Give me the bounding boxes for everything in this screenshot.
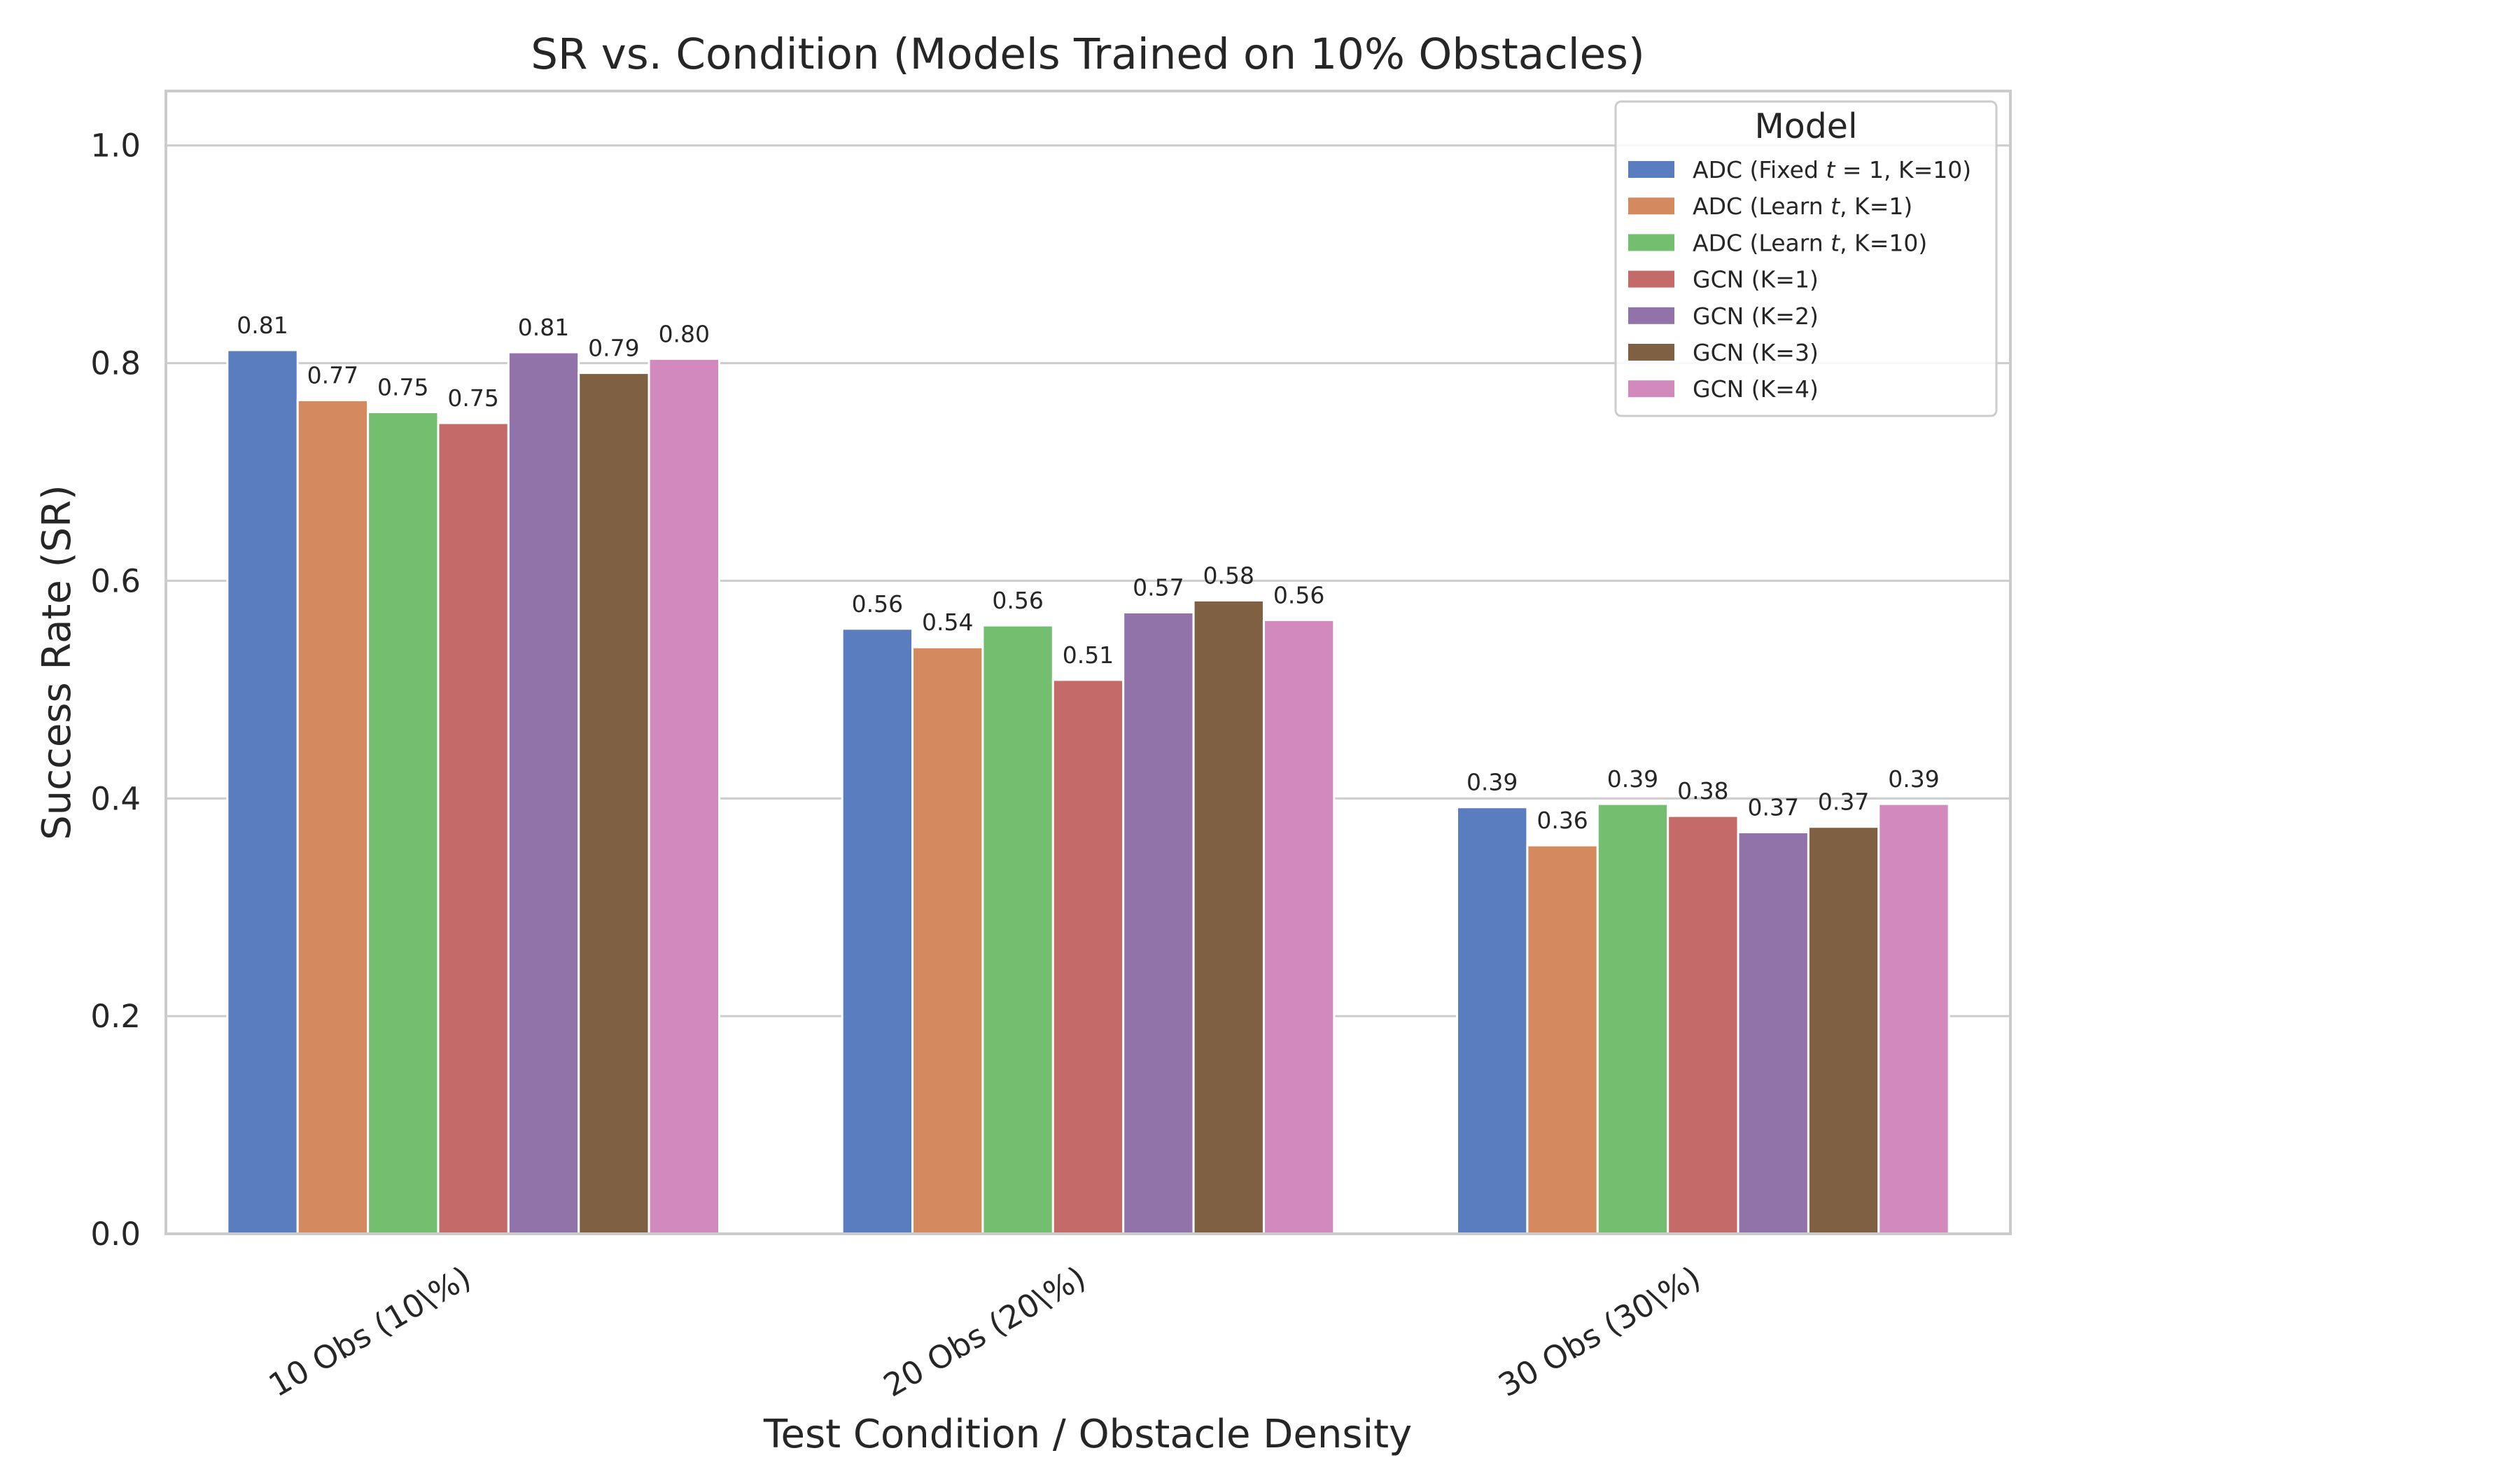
legend-label: GCN (K=1) bbox=[1693, 266, 1819, 293]
bar bbox=[226, 349, 299, 1235]
bar bbox=[1737, 830, 1809, 1235]
legend-label: GCN (K=2) bbox=[1693, 303, 1819, 330]
x-tick-label: 10 Obs (10\%) bbox=[262, 1259, 477, 1405]
bar-value-label: 0.38 bbox=[1677, 777, 1728, 805]
bar-value-label: 0.79 bbox=[588, 335, 639, 362]
legend-label-math: t bbox=[1826, 156, 1835, 183]
legend-label-part: , K=10) bbox=[1840, 229, 1927, 256]
bar-value-label: 0.39 bbox=[1466, 769, 1518, 796]
legend-label-part: GCN (K=2) bbox=[1693, 303, 1819, 330]
bar bbox=[1877, 802, 1950, 1235]
x-axis-label: Test Condition / Obstacle Density bbox=[763, 1412, 1412, 1457]
bar bbox=[1807, 826, 1880, 1235]
bar-value-label: 0.39 bbox=[1888, 765, 1939, 793]
legend-label-part: GCN (K=3) bbox=[1693, 339, 1819, 366]
bar-value-label: 0.81 bbox=[518, 314, 569, 341]
legend-label: GCN (K=4) bbox=[1693, 375, 1819, 403]
bar-value-label: 0.57 bbox=[1133, 574, 1184, 602]
bar bbox=[911, 646, 984, 1235]
legend-title: Model bbox=[1754, 106, 1857, 146]
legend-label-part: GCN (K=1) bbox=[1693, 266, 1819, 293]
bar bbox=[1122, 611, 1195, 1235]
legend-swatch bbox=[1628, 161, 1674, 178]
bar bbox=[437, 422, 510, 1235]
bar-value-label: 0.56 bbox=[1273, 581, 1324, 609]
legend-swatch bbox=[1628, 380, 1674, 398]
bar-value-label: 0.37 bbox=[1747, 793, 1798, 821]
y-tick-label: 0.6 bbox=[90, 562, 141, 599]
bar bbox=[648, 357, 720, 1235]
bar bbox=[1526, 844, 1599, 1235]
bar-value-label: 0.81 bbox=[237, 312, 288, 339]
bar bbox=[578, 372, 650, 1235]
legend-label: ADC (Fixed t = 1, K=10) bbox=[1693, 156, 1971, 183]
bar-value-label: 0.39 bbox=[1607, 765, 1658, 793]
bar-value-label: 0.51 bbox=[1063, 641, 1114, 669]
legend-label: ADC (Learn t, K=1) bbox=[1693, 193, 1912, 220]
bar-value-label: 0.77 bbox=[307, 361, 358, 389]
legend-box bbox=[1614, 100, 1998, 417]
bar bbox=[1456, 806, 1529, 1235]
legend-swatch bbox=[1628, 344, 1674, 361]
legend-swatch bbox=[1628, 197, 1674, 215]
x-tick-label: 20 Obs (20\%) bbox=[877, 1259, 1092, 1405]
bar-value-label: 0.80 bbox=[659, 320, 710, 347]
bar-value-label: 0.56 bbox=[992, 587, 1043, 614]
x-axis-ticks: 10 Obs (10\%) 20 Obs (20\%) 30 Obs (30\%) bbox=[262, 1259, 1707, 1405]
bar-value-label: 0.54 bbox=[922, 609, 973, 636]
bar bbox=[841, 627, 914, 1235]
y-tick-label: 0.4 bbox=[90, 780, 141, 817]
bar bbox=[1596, 802, 1670, 1235]
legend-swatch bbox=[1628, 307, 1674, 324]
legend-label: ADC (Learn t, K=10) bbox=[1693, 229, 1927, 256]
bar bbox=[1051, 679, 1125, 1235]
bar bbox=[507, 351, 580, 1235]
legend-label-math: t bbox=[1830, 193, 1840, 220]
legend-label-part: ADC (Learn bbox=[1693, 193, 1830, 220]
y-tick-label: 0.2 bbox=[90, 998, 141, 1035]
legend-label-part: , K=1) bbox=[1840, 193, 1912, 220]
bar-value-label: 0.37 bbox=[1818, 788, 1869, 816]
bars bbox=[226, 349, 1950, 1235]
y-tick-label: 1.0 bbox=[90, 127, 141, 165]
legend: Model ADC (Fixed t = 1, K=10) ADC (Learn … bbox=[1614, 100, 1998, 417]
legend-swatch bbox=[1628, 270, 1674, 288]
y-tick-label: 0.0 bbox=[90, 1216, 141, 1253]
bar bbox=[367, 411, 440, 1235]
legend-label-part: ADC (Fixed bbox=[1693, 156, 1826, 183]
bar bbox=[1262, 618, 1336, 1235]
legend-label-part: ADC (Learn bbox=[1693, 229, 1830, 256]
legend-label-part: GCN (K=4) bbox=[1693, 375, 1819, 403]
plot-frame bbox=[164, 90, 2012, 1235]
y-axis-ticks: 0.0 0.2 0.4 0.6 0.8 1.0 bbox=[90, 127, 141, 1253]
x-tick-label: 30 Obs (30\%) bbox=[1492, 1259, 1707, 1405]
bar bbox=[296, 398, 370, 1235]
legend-items: ADC (Fixed t = 1, K=10)ADC (Learn t, K=1… bbox=[1628, 156, 1971, 403]
y-tick-label: 0.8 bbox=[90, 345, 141, 382]
bar-value-label: 0.56 bbox=[852, 590, 903, 618]
bar bbox=[1192, 599, 1265, 1235]
bar-value-label: 0.58 bbox=[1203, 562, 1254, 589]
legend-label-part: = 1, K=10) bbox=[1835, 156, 1971, 183]
bar bbox=[981, 624, 1054, 1235]
data-labels: 0.81 0.77 0.75 0.75 0.81 0.79 0.80 0.56 0.54 0.56… bbox=[237, 312, 1939, 834]
bar bbox=[1667, 814, 1740, 1235]
bar-value-label: 0.75 bbox=[377, 374, 428, 401]
y-axis-label: Success Rate (SR) bbox=[34, 485, 80, 840]
bar-value-label: 0.36 bbox=[1536, 807, 1588, 834]
chart-title: SR vs. Condition (Models Trained on 10% … bbox=[531, 29, 1645, 79]
legend-label: GCN (K=3) bbox=[1693, 339, 1819, 366]
legend-label-math: t bbox=[1830, 229, 1840, 256]
legend-swatch bbox=[1628, 234, 1674, 251]
bar-value-label: 0.75 bbox=[447, 384, 498, 412]
